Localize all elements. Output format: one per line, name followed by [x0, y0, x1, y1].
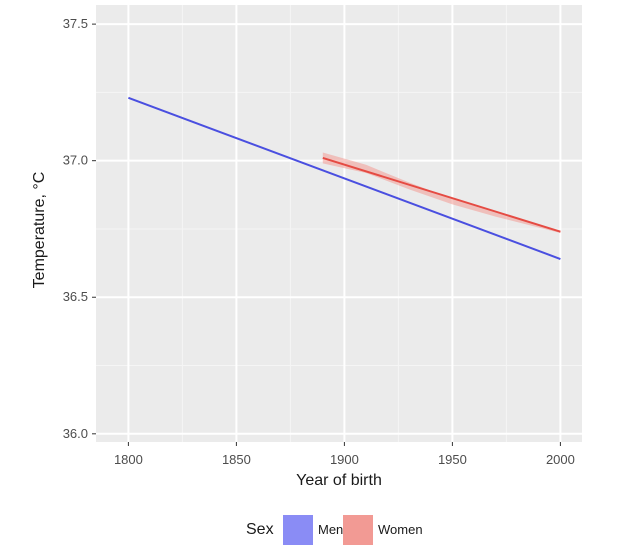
series-lines: [128, 96, 561, 260]
legend-label-men: Men: [318, 522, 343, 537]
confidence-band-women: [322, 152, 561, 234]
x-tick-label: 1900: [330, 452, 359, 467]
legend-title: Sex: [246, 521, 274, 538]
plot-panel: [96, 5, 582, 442]
legend-key-women: [343, 515, 373, 545]
x-tick-label: 1850: [222, 452, 251, 467]
y-axis-title: Temperature, °C: [31, 172, 48, 289]
series-line-men: [128, 96, 561, 260]
x-axis-title: Year of birth: [296, 472, 382, 489]
minor-gridlines: [96, 5, 582, 442]
x-tick-label: 1800: [114, 452, 143, 467]
major-gridlines: [96, 5, 582, 442]
legend-key-men: [283, 515, 313, 545]
legend-item-women: Women: [343, 515, 423, 545]
x-tick-label: 1950: [438, 452, 467, 467]
y-tick-label: 36.5: [63, 289, 88, 304]
legend-item-men: Men: [283, 515, 343, 545]
x-axis: 1800 1850 1900 1950 2000: [114, 442, 575, 467]
y-axis: 36.0 36.5 37.0 37.5: [63, 16, 96, 441]
legend-label-women: Women: [378, 522, 423, 537]
series-line-women: [322, 156, 561, 233]
legend: Sex Men Women: [246, 515, 423, 545]
x-tick-label: 2000: [546, 452, 575, 467]
confidence-bands: [322, 152, 561, 234]
y-tick-label: 37.5: [63, 16, 88, 31]
y-tick-label: 36.0: [63, 426, 88, 441]
y-tick-label: 37.0: [63, 153, 88, 168]
